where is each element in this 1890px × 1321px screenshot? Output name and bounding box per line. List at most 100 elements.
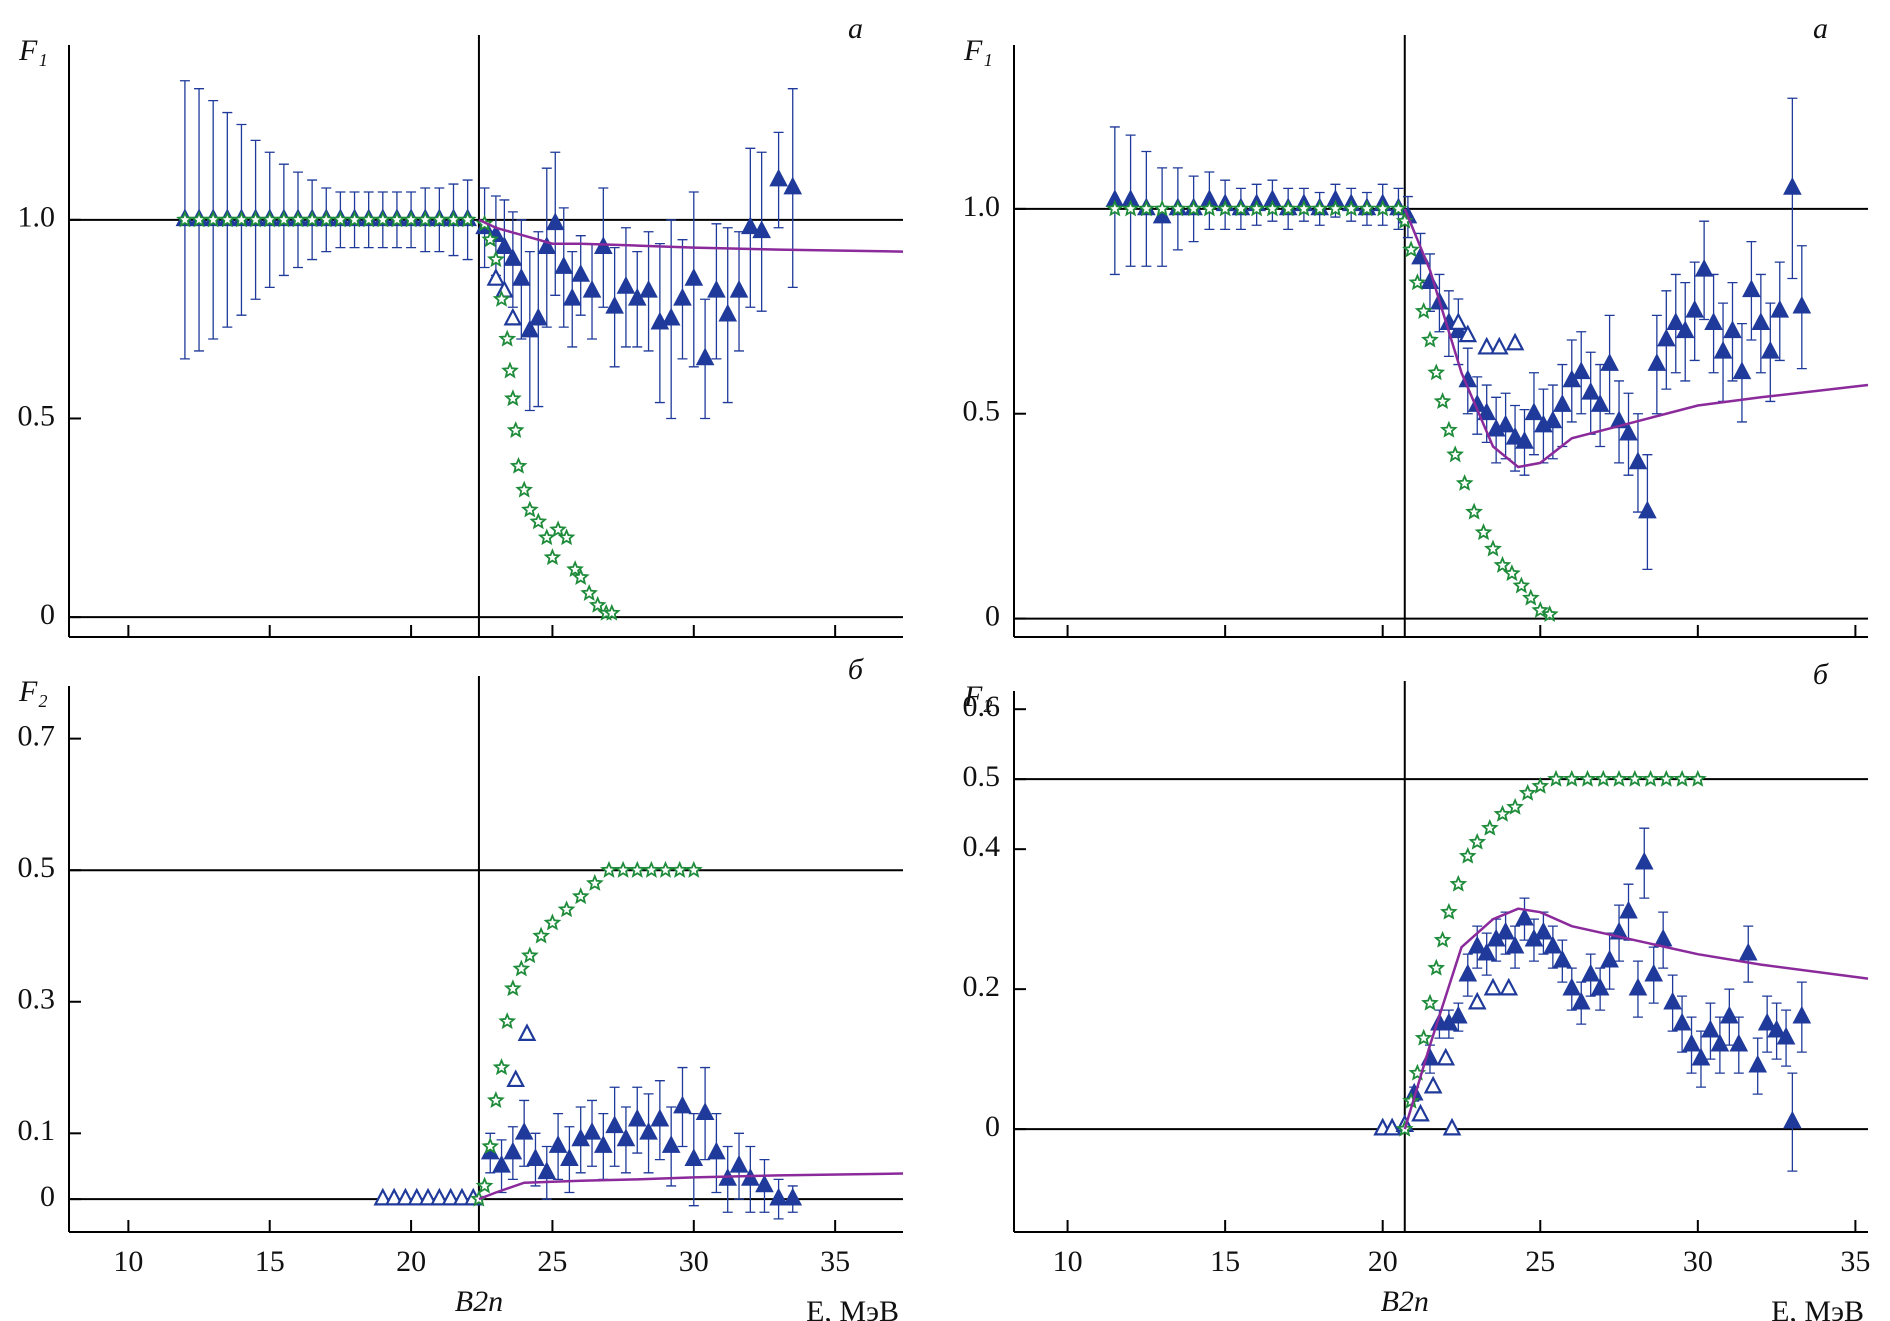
- star-point: [1414, 1028, 1433, 1046]
- filled-triangle-point: [1628, 977, 1648, 996]
- open-triangle-point: [503, 307, 523, 326]
- open-triangle-point: [396, 1187, 415, 1206]
- filled-triangle-point: [1672, 1012, 1692, 1031]
- filled-triangle-point: [571, 264, 591, 282]
- star-point: [1689, 769, 1707, 787]
- star-point: [1263, 199, 1282, 217]
- star-point: [1414, 301, 1433, 319]
- filled-triangle-point: [1634, 851, 1654, 870]
- filled-triangle-point: [594, 1135, 613, 1153]
- filled-triangle-point: [1792, 295, 1812, 314]
- filled-triangle-point: [1600, 949, 1619, 968]
- filled-triangle-point: [1449, 1005, 1468, 1024]
- star-point: [486, 250, 505, 268]
- star-point: [1455, 474, 1474, 491]
- y-tick-label: 1.0: [18, 201, 56, 234]
- star-point: [1310, 199, 1329, 217]
- filled-triangle-point: [783, 176, 803, 195]
- star-point: [498, 1012, 517, 1030]
- star-point: [614, 860, 633, 878]
- star-point: [520, 946, 539, 964]
- filled-triangle-point: [1713, 340, 1733, 359]
- star-point: [492, 1058, 511, 1076]
- filled-triangle-point: [769, 168, 788, 187]
- star-point: [1408, 273, 1427, 291]
- star-point: [1421, 993, 1439, 1011]
- x-tick-label: 30: [679, 1245, 709, 1278]
- y-tick-label: 0.4: [963, 830, 1001, 863]
- y-tick-label: 0: [40, 1180, 55, 1213]
- y-axis-label: F₂: [963, 680, 993, 713]
- filled-triangle-point: [1776, 1026, 1796, 1045]
- y-axis-label: F₁: [963, 34, 993, 67]
- threshold-label: B2n: [455, 1285, 503, 1318]
- filled-triangle-point: [707, 1141, 726, 1160]
- star-point: [190, 210, 208, 228]
- star-point: [1518, 783, 1537, 801]
- filled-triangle-point: [616, 276, 636, 294]
- open-triangle-point: [1489, 336, 1509, 355]
- filled-triangle-point: [1638, 500, 1657, 519]
- star-point: [684, 860, 703, 878]
- filled-triangle-point: [707, 279, 726, 298]
- star-point: [176, 210, 194, 228]
- filled-triangle-point: [1760, 340, 1780, 359]
- x-tick-label: 30: [1683, 1245, 1713, 1278]
- filled-triangle-point: [512, 268, 531, 286]
- x-tick-label: 15: [255, 1245, 285, 1278]
- star-point: [1449, 874, 1468, 892]
- filled-triangle-point: [1543, 410, 1563, 429]
- filled-triangle-point: [1792, 1005, 1812, 1024]
- star-point: [1137, 199, 1156, 217]
- filled-triangle-point: [1552, 949, 1572, 968]
- open-triangle-point: [486, 268, 506, 286]
- open-triangle-point: [384, 1187, 404, 1206]
- star-point: [232, 210, 251, 228]
- panel: B2n 10 15 20 25 30 35 0 0.2 0.4 0.5 0.6F₂ б E, МэВ: [963, 658, 1871, 1321]
- star-point: [566, 560, 584, 577]
- star-point: [529, 512, 548, 530]
- star-point: [1493, 555, 1512, 573]
- filled-triangle-point: [1770, 299, 1790, 318]
- filled-triangle-point: [605, 295, 624, 314]
- open-triangle-point: [452, 1187, 472, 1206]
- open-triangle-point: [1442, 1117, 1462, 1136]
- filled-triangle-point: [673, 287, 692, 306]
- x-tick-label: 10: [1053, 1245, 1083, 1278]
- star-point: [1439, 902, 1458, 920]
- star-point: [345, 210, 364, 228]
- filled-triangle-point: [605, 1115, 624, 1134]
- star-point: [1480, 818, 1499, 836]
- star-point: [543, 548, 562, 566]
- panel: 0 0.5 1.0 F₁ а: [18, 12, 904, 638]
- star-point: [218, 210, 237, 228]
- filled-triangle-point: [1751, 312, 1771, 330]
- filled-triangle-point: [627, 1108, 647, 1127]
- star-point: [1389, 199, 1408, 217]
- filled-triangle-point: [1783, 1110, 1802, 1129]
- filled-triangle-point: [616, 1128, 636, 1147]
- open-triangle-point: [1423, 1075, 1443, 1094]
- x-tick-label: 20: [1368, 1245, 1398, 1278]
- filled-triangle-point: [1534, 921, 1553, 940]
- y-tick-label: 1.0: [963, 190, 1001, 223]
- filled-triangle-point: [1675, 320, 1695, 339]
- filled-triangle-point: [1767, 1019, 1786, 1038]
- filled-triangle-point: [537, 1161, 557, 1180]
- filled-triangle-point: [562, 287, 582, 306]
- star-point: [1373, 199, 1392, 217]
- star-point: [580, 583, 598, 601]
- star-point: [388, 210, 406, 228]
- star-point: [1200, 199, 1219, 217]
- filled-triangle-point: [520, 319, 540, 338]
- y-tick-label: 0: [985, 599, 1000, 632]
- filled-triangle-point: [695, 347, 715, 366]
- y-tick-label: 0: [985, 1110, 1000, 1143]
- x-axis-label: E, МэВ: [1771, 1295, 1864, 1321]
- x-tick-label: 15: [1210, 1245, 1240, 1278]
- filled-triangle-point: [1590, 394, 1610, 412]
- filled-triangle-point: [1562, 977, 1582, 996]
- star-point: [1105, 199, 1124, 217]
- filled-triangle-point: [639, 1121, 658, 1140]
